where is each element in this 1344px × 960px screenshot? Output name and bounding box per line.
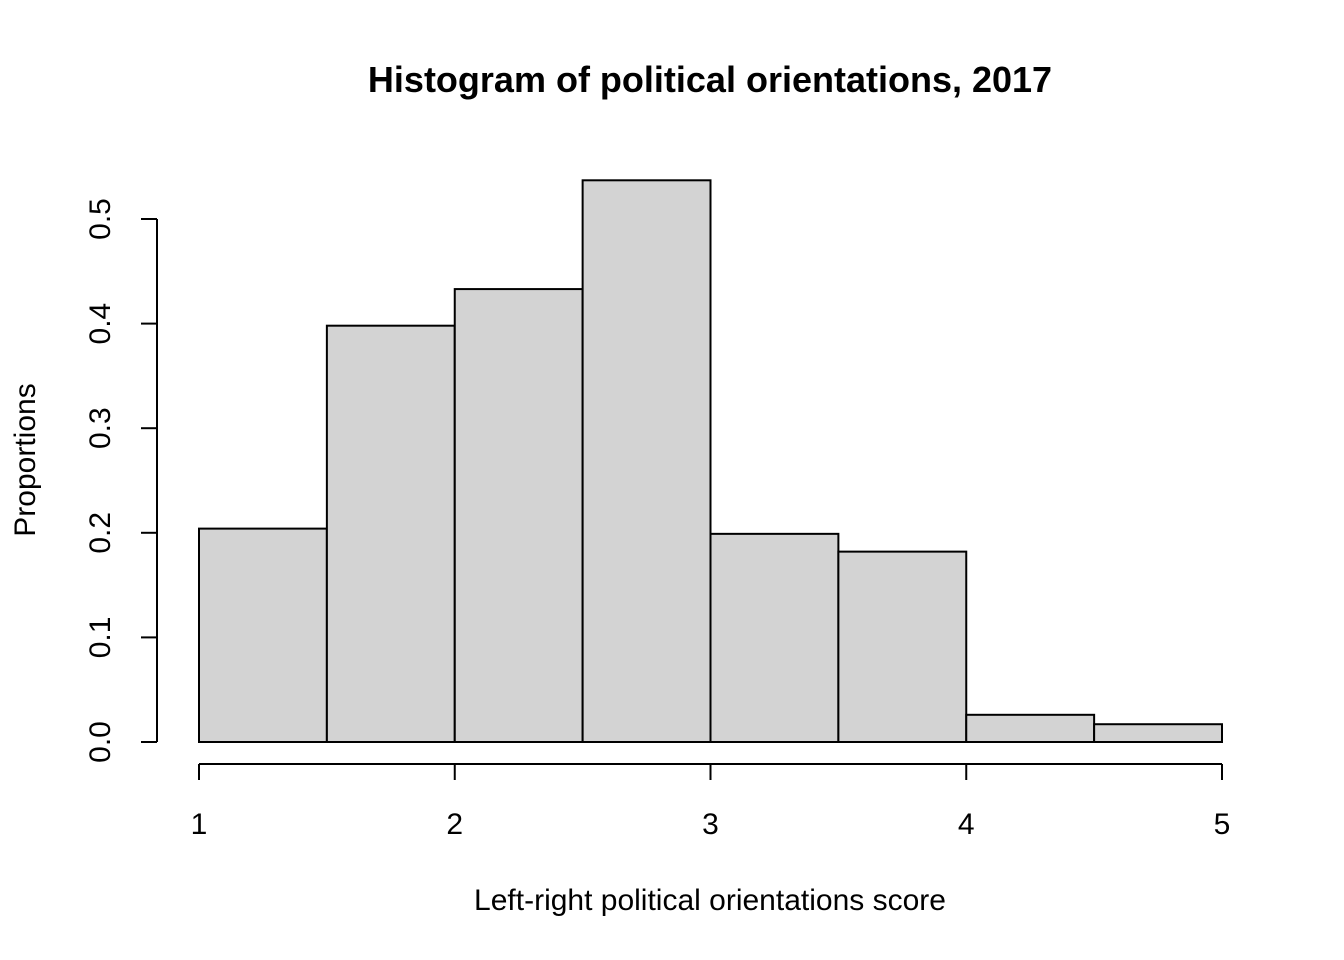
histogram-bar-3	[453, 288, 584, 743]
y-tick-label-1: 0.0	[84, 721, 117, 763]
histogram-bar-6	[837, 550, 968, 743]
y-tick-label-4: 0.3	[84, 407, 117, 449]
y-tick-label-2: 0.1	[84, 617, 117, 659]
histogram-bar-1	[198, 527, 328, 744]
x-tick-label-5: 5	[1214, 808, 1231, 841]
y-tick-label-3: 0.2	[84, 512, 117, 554]
x-tick-label-1: 1	[191, 808, 208, 841]
chart-title: Histogram of political orientations, 201…	[368, 59, 1052, 100]
histogram-bar-8	[1093, 723, 1223, 744]
x-tick-label-4: 4	[958, 808, 975, 841]
y-axis-label: Proportions	[9, 383, 42, 536]
y-tick-label-5: 0.4	[84, 303, 117, 345]
histogram-bar-2	[325, 324, 456, 743]
y-tick-label-6: 0.5	[84, 198, 117, 240]
x-tick-label-3: 3	[702, 808, 719, 841]
bars-group	[198, 179, 1223, 744]
histogram-bar-5	[709, 532, 840, 744]
x-tick-label-2: 2	[446, 808, 463, 841]
histogram-bar-4	[581, 179, 712, 744]
x-axis-label: Left-right political orientations score	[474, 884, 946, 917]
y-axis: 0.0 0.1 0.2 0.3 0.4 0.5	[84, 198, 158, 763]
histogram-bar-7	[965, 713, 1096, 744]
x-axis: 1 2 3 4 5	[191, 763, 1231, 841]
